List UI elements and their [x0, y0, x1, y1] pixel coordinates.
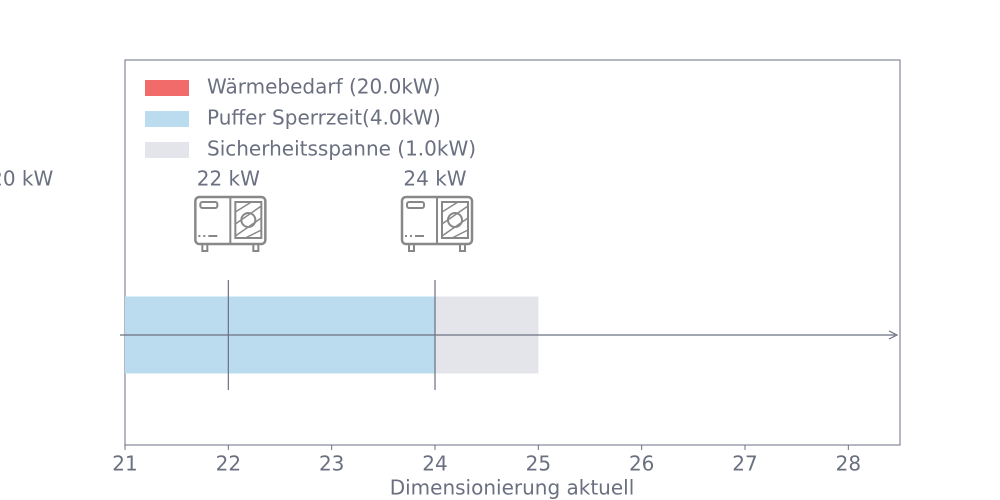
- heat-pump-icon: [0, 197, 59, 251]
- marker-label: 22 kW: [197, 167, 260, 191]
- legend-label: Sicherheitsspanne (1.0kW): [207, 137, 476, 161]
- legend-label: Wärmebedarf (20.0kW): [207, 75, 440, 99]
- x-tick-label: 27: [732, 452, 757, 476]
- x-tick-label: 22: [216, 452, 241, 476]
- x-tick-label: 23: [319, 452, 344, 476]
- legend-swatch: [145, 142, 189, 158]
- legend-swatch: [145, 80, 189, 96]
- x-tick-label: 24: [422, 452, 447, 476]
- heat-pump-icon: [400, 195, 474, 253]
- legend-swatch: [145, 111, 189, 127]
- plot-frame: [124, 59, 901, 446]
- arrow-head: [888, 330, 899, 340]
- x-tick-label: 28: [836, 452, 861, 476]
- bar-segment: [0, 297, 22, 374]
- heat-pump-icon: [194, 195, 267, 253]
- plot-area: [0, 195, 539, 390]
- marker-label: 20 kW: [0, 167, 53, 191]
- legend-label: Puffer Sperrzeit(4.0kW): [207, 106, 441, 130]
- x-tick-label: 25: [526, 452, 551, 476]
- x-axis-label: Dimensionierung aktuell: [390, 476, 635, 500]
- x-tick-label: 21: [112, 452, 137, 476]
- marker-label: 24 kW: [403, 167, 466, 191]
- x-tick-label: 26: [629, 452, 654, 476]
